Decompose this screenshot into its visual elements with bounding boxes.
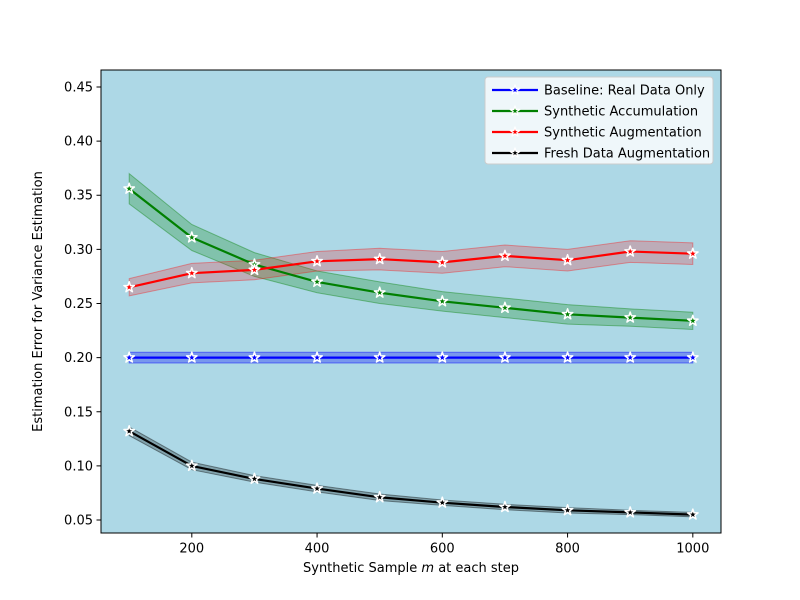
y-tick-label: 0.30	[64, 243, 93, 258]
series-markers-2	[123, 245, 699, 293]
star-marker-icon	[561, 253, 574, 266]
star-marker-icon	[311, 482, 324, 494]
y-tick-label: 0.20	[64, 351, 93, 366]
confidence-band-2	[128, 240, 694, 297]
series-markers-0	[123, 351, 699, 363]
x-tick-label: 600	[430, 542, 455, 557]
x-axis-label: Synthetic Sample m at each step	[303, 561, 519, 576]
star-marker-icon	[185, 459, 198, 472]
y-tick-label: 0.05	[64, 514, 93, 529]
legend-entry-3: Fresh Data Augmentation	[492, 147, 710, 162]
legend-entry-1: Synthetic Accumulation	[492, 105, 698, 120]
star-marker-icon	[509, 84, 521, 95]
star-marker-icon	[498, 249, 511, 262]
star-marker-icon	[509, 126, 521, 137]
star-marker-icon	[123, 281, 136, 293]
star-marker-icon	[373, 252, 386, 265]
star-marker-icon	[248, 472, 261, 485]
y-axis-label: Estimation Error for Variance Estimation	[31, 171, 46, 432]
star-marker-icon	[686, 508, 699, 520]
legend-label: Synthetic Accumulation	[544, 105, 698, 120]
star-marker-icon	[373, 286, 386, 298]
star-marker-icon	[123, 182, 136, 194]
star-marker-icon	[686, 247, 699, 259]
star-marker-icon	[123, 424, 136, 437]
legend-entry-2: Synthetic Augmentation	[492, 126, 702, 141]
y-tick-label: 0.35	[64, 189, 93, 204]
star-marker-icon	[373, 491, 386, 503]
y-axis: 0.05 0.10 0.15 0.20 0.25 0.30 0.35 0.40 0.45	[64, 80, 101, 529]
star-marker-icon	[498, 301, 511, 314]
x-tick-label: 800	[555, 542, 580, 557]
x-axis: 200 400 600 800 1000	[179, 533, 709, 557]
series-markers-3	[123, 424, 699, 520]
star-marker-icon	[185, 231, 198, 243]
series-line-1	[128, 187, 693, 322]
legend: Baseline: Real Data Only Synthetic Accumu…	[484, 76, 714, 165]
star-marker-icon	[185, 351, 198, 363]
star-marker-icon	[624, 311, 637, 323]
star-marker-icon	[311, 275, 324, 288]
star-marker-icon	[561, 504, 574, 516]
star-marker-icon	[248, 351, 261, 363]
star-marker-icon	[185, 266, 198, 279]
star-marker-icon	[561, 308, 574, 320]
x-tick-label: 200	[179, 542, 204, 557]
star-marker-icon	[311, 351, 324, 363]
star-marker-icon	[436, 256, 449, 268]
star-marker-icon	[624, 506, 637, 518]
series-line-2	[128, 250, 693, 289]
star-marker-icon	[509, 147, 521, 158]
plot-border	[100, 69, 722, 534]
legend-entry-0: Baseline: Real Data Only	[492, 84, 705, 99]
star-marker-icon	[686, 351, 699, 363]
star-marker-icon	[436, 295, 449, 307]
y-tick-label: 0.45	[64, 80, 93, 95]
x-tick-label: 400	[305, 542, 330, 557]
star-marker-icon	[498, 500, 511, 513]
star-marker-icon	[248, 263, 261, 276]
series-line-3	[128, 430, 693, 516]
legend-box	[484, 76, 714, 165]
star-marker-icon	[686, 314, 699, 327]
y-tick-label: 0.15	[64, 405, 93, 420]
star-marker-icon	[436, 351, 449, 363]
star-marker-icon	[624, 245, 637, 257]
x-tick-label: 1000	[676, 542, 709, 557]
star-marker-icon	[561, 351, 574, 363]
y-tick-label: 0.25	[64, 297, 93, 312]
star-marker-icon	[123, 351, 136, 363]
legend-label: Synthetic Augmentation	[544, 126, 702, 141]
star-marker-icon	[373, 351, 386, 363]
star-marker-icon	[509, 105, 521, 116]
y-tick-label: 0.10	[64, 459, 93, 474]
legend-label: Baseline: Real Data Only	[544, 84, 705, 99]
star-marker-icon	[624, 351, 637, 363]
star-marker-icon	[498, 351, 511, 363]
star-marker-icon	[436, 496, 449, 508]
y-tick-label: 0.40	[64, 135, 93, 150]
star-marker-icon	[311, 255, 324, 267]
legend-label: Fresh Data Augmentation	[544, 147, 710, 162]
confidence-band-1	[128, 172, 694, 331]
